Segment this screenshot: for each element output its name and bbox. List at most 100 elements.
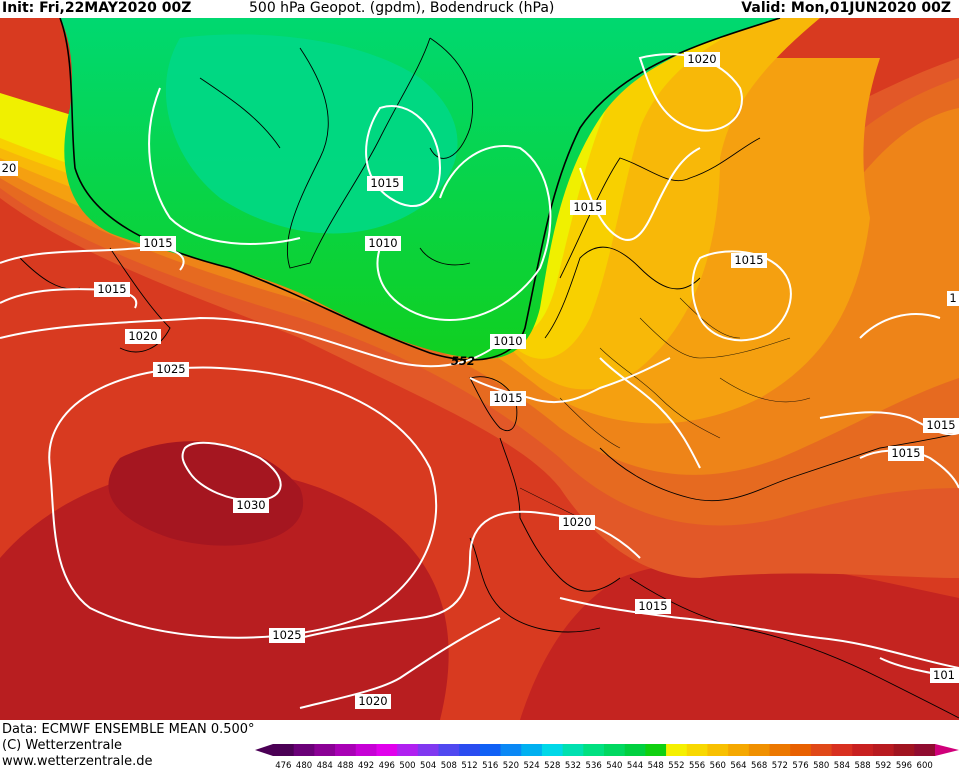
legend-swatch xyxy=(810,744,833,756)
svg-text:1010: 1010 xyxy=(493,334,522,348)
legend-swatch xyxy=(521,744,543,756)
data-source: Data: ECMWF ENSEMBLE MEAN 0.500° xyxy=(2,722,255,737)
legend-tick-label: 520 xyxy=(503,761,519,770)
legend-swatch xyxy=(852,744,874,756)
isobar-label: 1015 xyxy=(367,176,403,191)
geopot-label-552: 552 xyxy=(451,354,475,368)
isobar-label: 1020 xyxy=(355,694,391,709)
legend-tick-label: 500 xyxy=(399,761,415,770)
legend-swatch xyxy=(893,744,915,756)
legend-tick-label: 548 xyxy=(648,761,664,770)
svg-text:1020: 1020 xyxy=(687,52,716,66)
svg-text:1025: 1025 xyxy=(156,362,185,376)
legend-tick-label: 516 xyxy=(482,761,498,770)
svg-text:1020: 1020 xyxy=(358,694,387,708)
legend-swatch xyxy=(541,744,564,756)
isobar-label: 1010 xyxy=(365,236,401,251)
isobar-label: 1015 xyxy=(570,200,606,215)
legend-swatch xyxy=(273,744,295,756)
isobar-label: 1025 xyxy=(153,362,189,377)
isobar-label: 1020 xyxy=(559,515,595,530)
svg-text:1015: 1015 xyxy=(370,176,399,190)
isobar-label: 1015 xyxy=(923,418,959,433)
isobar-label: 1 xyxy=(947,291,959,306)
footer: Data: ECMWF ENSEMBLE MEAN 0.500° (C) Wet… xyxy=(0,722,959,770)
legend-swatch xyxy=(376,744,398,756)
legend-swatch xyxy=(769,744,791,756)
color-legend: 476 480 484 488 492 496 500 504 508 512 516 520 524 5… xyxy=(255,744,959,770)
legend-swatch xyxy=(666,744,688,756)
legend-tick-label: 488 xyxy=(337,761,353,770)
isobar-label: 1030 xyxy=(233,498,269,513)
isobar-label: 1015 xyxy=(888,446,924,461)
svg-text:1015: 1015 xyxy=(638,599,667,613)
legend-swatch xyxy=(314,744,336,756)
legend-swatch xyxy=(707,744,729,756)
legend-swatch xyxy=(500,744,522,756)
isobar-label: 1015 xyxy=(635,599,671,614)
svg-text:1015: 1015 xyxy=(926,418,955,432)
svg-text:1020: 1020 xyxy=(562,515,591,529)
legend-swatch xyxy=(914,744,936,756)
legend-tick-label: 564 xyxy=(730,761,746,770)
legend-tick-label: 480 xyxy=(296,761,312,770)
legend-swatch xyxy=(872,744,895,756)
legend-swatch xyxy=(397,744,419,756)
copyright: (C) Wetterzentrale xyxy=(2,738,123,753)
isobar-label: 1015 xyxy=(140,236,176,251)
legend-swatch xyxy=(335,744,357,756)
svg-text:1015: 1015 xyxy=(891,446,920,460)
legend-swatch xyxy=(583,744,605,756)
legend-swatch xyxy=(355,744,377,756)
website-url: www.wetterzentrale.de xyxy=(2,754,153,769)
svg-text:1025: 1025 xyxy=(272,628,301,642)
isobar-labels: 1020 20 1015 1010 1015 1015 1015 1020 10… xyxy=(0,52,959,709)
valid-time: Valid: Mon,01JUN2020 00Z xyxy=(741,0,951,16)
svg-text:1015: 1015 xyxy=(493,391,522,405)
legend-swatch xyxy=(624,744,646,756)
legend-tick-label: 580 xyxy=(813,761,829,770)
isobar-label: 1020 xyxy=(684,52,720,67)
legend-tick-label: 596 xyxy=(896,761,912,770)
coastlines xyxy=(19,37,959,719)
init-time: Init: Fri,22MAY2020 00Z xyxy=(2,0,192,16)
legend-tick-label: 544 xyxy=(627,761,643,770)
legend-tick-label: 508 xyxy=(441,761,457,770)
isobar-label: 1025 xyxy=(269,628,305,643)
legend-arrow-right xyxy=(935,744,959,756)
forecast-map: 1020 20 1015 1010 1015 1015 1015 1020 10… xyxy=(0,18,959,720)
legend-tick-label: 484 xyxy=(317,761,333,770)
isobar-label: 20 xyxy=(0,161,18,176)
legend-tick-label: 552 xyxy=(668,761,684,770)
legend-tick-label: 496 xyxy=(379,761,395,770)
legend-swatch xyxy=(562,744,584,756)
svg-text:1015: 1015 xyxy=(143,236,172,250)
svg-text:1030: 1030 xyxy=(236,498,265,512)
legend-swatch xyxy=(686,744,708,756)
field-588-southeast xyxy=(520,560,959,720)
legend-tick-label: 588 xyxy=(854,761,870,770)
legend-tick-label: 568 xyxy=(751,761,767,770)
isobar-label: 1020 xyxy=(125,329,161,344)
field-596-high xyxy=(108,441,304,546)
legend-tick-label: 540 xyxy=(606,761,622,770)
legend-swatch xyxy=(645,744,667,756)
legend-tick-label: 504 xyxy=(420,761,436,770)
contour-552 xyxy=(59,18,781,361)
isobar-label: 1015 xyxy=(731,253,767,268)
legend-tick-label: 560 xyxy=(710,761,726,770)
legend-arrow-left xyxy=(255,744,273,756)
svg-text:1: 1 xyxy=(949,291,956,305)
legend-tick-label: 476 xyxy=(275,761,291,770)
svg-text:101: 101 xyxy=(933,668,955,682)
isobar-label: 1015 xyxy=(94,282,130,297)
svg-text:1015: 1015 xyxy=(573,200,602,214)
legend-tick-label: 600 xyxy=(917,761,933,770)
legend-tick-label: 592 xyxy=(875,761,891,770)
svg-text:20: 20 xyxy=(2,161,17,175)
legend-tick-label: 584 xyxy=(834,761,850,770)
legend-swatch xyxy=(293,744,315,756)
legend-swatch xyxy=(728,744,750,756)
legend-swatch xyxy=(459,744,481,756)
legend-swatch xyxy=(604,744,626,756)
